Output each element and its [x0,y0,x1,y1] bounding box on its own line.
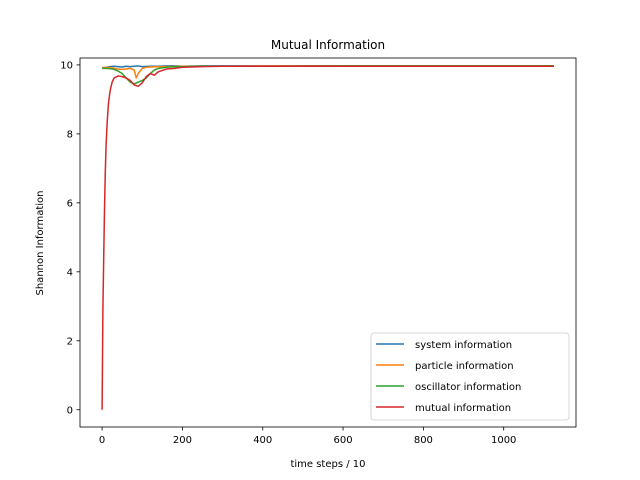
chart-title: Mutual Information [271,38,385,52]
y-tick-label: 8 [67,129,73,140]
axes-frame [79,57,577,428]
y-axis-label: Shannon Information [35,190,46,295]
x-axis-ticks: 0 200 400 600 800 1000 [99,427,516,446]
x-tick-label: 0 [99,435,105,446]
series-line-mutual-information [101,65,554,410]
series-layer [101,65,554,410]
x-tick-label: 600 [334,435,353,446]
legend-label: system information [415,340,512,351]
x-tick-label: 400 [253,435,272,446]
legend-label: particle information [415,361,514,372]
legend-frame [370,332,570,421]
legend-label: oscillator information [415,382,521,393]
x-tick-label: 1000 [491,435,516,446]
y-tick-label: 10 [60,60,73,71]
x-tick-label: 200 [173,435,192,446]
y-tick-label: 4 [67,267,73,278]
plot-area [79,57,577,428]
y-axis-ticks: 0 2 4 6 8 10 [60,60,80,416]
x-tick-label: 800 [414,435,433,446]
y-tick-label: 0 [67,405,73,416]
legend-label: mutual information [415,403,511,414]
y-tick-label: 2 [67,336,73,347]
legend: system information particle information os… [370,332,570,421]
y-tick-label: 6 [67,198,73,209]
x-axis-label: time steps / 10 [290,459,365,470]
